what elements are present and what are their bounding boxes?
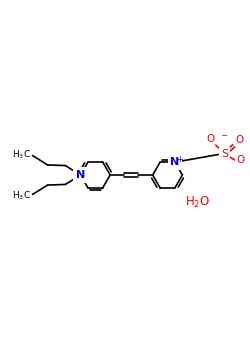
Text: N: N bbox=[76, 170, 85, 180]
Text: O: O bbox=[236, 135, 244, 145]
Text: S: S bbox=[221, 149, 228, 159]
Text: O: O bbox=[206, 134, 215, 144]
Text: N: N bbox=[170, 157, 179, 167]
Text: +: + bbox=[176, 155, 183, 164]
Text: H$_2$O: H$_2$O bbox=[184, 195, 210, 210]
Text: H$_3$C: H$_3$C bbox=[12, 189, 30, 202]
Text: H$_3$C: H$_3$C bbox=[12, 148, 30, 161]
Text: −: − bbox=[220, 131, 227, 140]
Text: O: O bbox=[236, 155, 245, 165]
